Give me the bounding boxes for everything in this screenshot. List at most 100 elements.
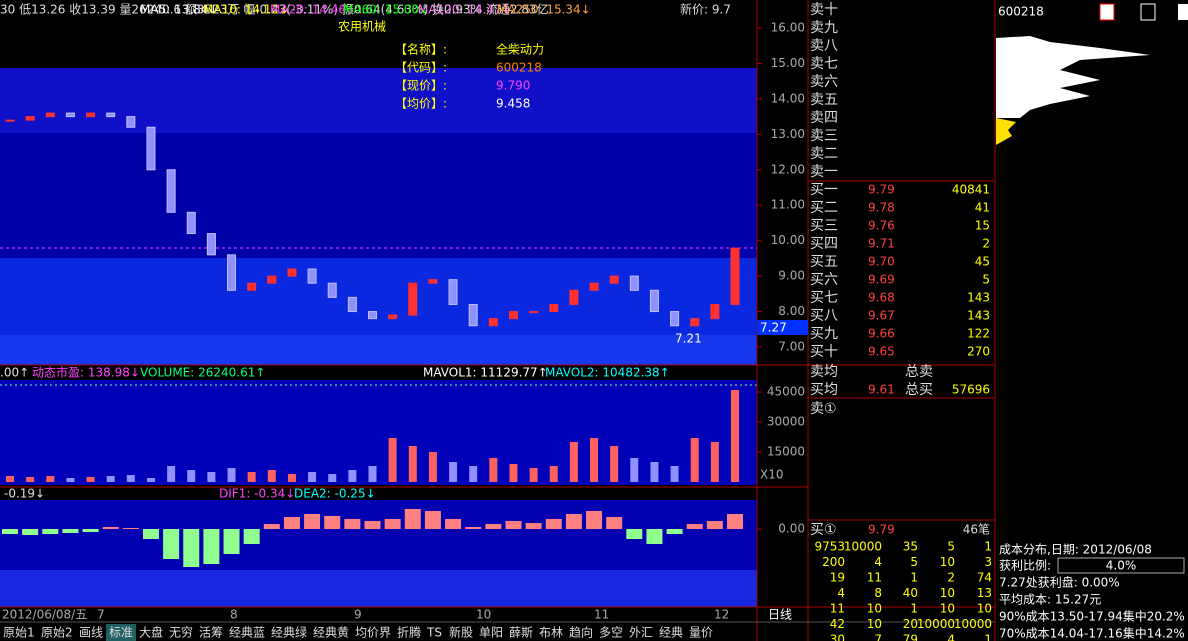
tab[interactable]: 量价 <box>689 626 713 640</box>
candle <box>589 282 599 291</box>
cost-title: 成本分布,日期: 2012/06/08 <box>999 543 1152 557</box>
volume-bar <box>227 468 236 482</box>
sell-label: 卖七 <box>810 56 838 72</box>
volume-bar <box>26 477 35 482</box>
volume-tick: 15000 <box>767 445 805 459</box>
x-label: 11 <box>594 608 609 622</box>
x-label: 2012/06/08/五 <box>2 608 87 622</box>
price-tick: 13.00 <box>771 127 805 141</box>
buy-label: 买七 <box>810 290 838 306</box>
volume-bar <box>529 468 538 482</box>
tab[interactable]: 多空 <box>599 626 623 640</box>
candle <box>186 211 196 235</box>
volume-bar <box>650 462 659 482</box>
queue-cell: 5 <box>910 555 918 569</box>
info-key: 【均价】: <box>395 97 447 111</box>
macd-bar <box>304 514 321 529</box>
buy-price: 9.70 <box>868 255 895 269</box>
buy-volume: 122 <box>967 327 990 341</box>
volume-bar <box>449 462 458 482</box>
volume-bar <box>670 466 679 482</box>
quote: 30 低13.26 收13.39 量26240.6 额3523万 幅-0.43(… <box>0 2 549 17</box>
volume-header: 动态市盈: 138.98↓ <box>32 365 140 380</box>
sell-label: 卖二 <box>810 146 838 162</box>
queue-cell: 3 <box>984 555 992 569</box>
total-buy: 总买 <box>905 382 933 398</box>
macd-bar <box>545 519 562 529</box>
volume-tick: 45000 <box>767 385 805 399</box>
buy-price: 9.76 <box>868 219 895 233</box>
candle <box>166 169 176 213</box>
volume-unit: X10 <box>760 468 784 482</box>
macd-bar <box>203 529 220 564</box>
band <box>0 68 757 133</box>
tab[interactable]: 原始2 <box>41 626 73 640</box>
x-label: 10 <box>476 608 491 622</box>
candle <box>327 282 337 298</box>
volume-bar <box>308 472 317 482</box>
tab[interactable]: 新股 <box>449 625 473 640</box>
volume-header: .00↑ <box>0 366 29 380</box>
macd-bar <box>384 519 401 529</box>
tab[interactable]: 经典 <box>659 626 683 640</box>
macd-bar <box>465 527 482 529</box>
macd-bar <box>606 517 623 529</box>
macd-bar <box>344 519 361 529</box>
buy-label: 买一 <box>810 182 838 198</box>
candle <box>730 247 740 305</box>
candle <box>508 311 518 320</box>
volume-bar <box>549 466 558 482</box>
buy-volume: 5 <box>982 273 990 287</box>
tab[interactable]: 大盘 <box>139 625 163 640</box>
macd-bar <box>183 529 200 567</box>
candle <box>247 282 257 291</box>
tab[interactable]: 无穷 <box>169 625 193 640</box>
profit-box <box>1057 557 1185 574</box>
cost-histogram <box>996 36 1150 145</box>
queue-cell: 10000 <box>844 540 882 554</box>
candle <box>86 112 96 118</box>
queue-cell: 1 <box>984 540 992 554</box>
volume-bar <box>590 438 599 482</box>
macd-bar <box>646 529 663 544</box>
tab[interactable]: 画线 <box>79 626 103 640</box>
macd-tick: 0.00 <box>778 522 805 536</box>
price-tick: 9.00 <box>778 269 805 283</box>
tab[interactable]: 外汇 <box>629 626 653 640</box>
sell-label: 卖五 <box>810 92 838 108</box>
candle <box>710 303 720 320</box>
band <box>0 133 757 258</box>
buy-price: 9.67 <box>868 309 895 323</box>
tab[interactable]: 原始1 <box>3 626 35 640</box>
tab[interactable]: 经典绿 <box>271 625 307 640</box>
tab[interactable]: 薛斯 <box>509 626 533 640</box>
price-tick: 11.00 <box>771 198 805 212</box>
x-label: 8 <box>230 608 238 622</box>
queue-cell: 42 <box>830 617 845 631</box>
tool-icon[interactable] <box>1099 3 1115 21</box>
tab[interactable]: 趋向 <box>569 625 593 640</box>
price-tick: 8.00 <box>778 304 805 318</box>
tab[interactable]: TS <box>426 626 442 640</box>
buy-avg-price: 9.61 <box>868 383 895 397</box>
tab[interactable]: 活筹 <box>199 626 223 640</box>
volume-header: MAVOL2: 10482.38↑ <box>545 366 670 380</box>
tab[interactable]: 经典蓝 <box>229 626 265 640</box>
candle <box>5 119 15 122</box>
tab[interactable]: 单阳 <box>479 626 503 640</box>
tool-icon[interactable] <box>1178 4 1188 20</box>
volume-bar <box>408 446 417 482</box>
tab[interactable]: 布林 <box>539 626 563 640</box>
tab[interactable]: 经典黄 <box>313 626 349 640</box>
tab[interactable]: 标准 <box>109 626 133 640</box>
macd-bar <box>364 521 381 529</box>
macd-bar <box>727 514 743 529</box>
candle <box>146 126 156 171</box>
tab[interactable]: 折腾 <box>397 625 421 640</box>
tool-icon[interactable] <box>1140 3 1156 21</box>
cost-line: 70%成本14.04-17.16集中14.2% <box>999 626 1185 641</box>
queue-cell: 2 <box>947 571 955 585</box>
tab[interactable]: 均价界 <box>355 626 391 640</box>
candle <box>629 275 639 291</box>
macd-header: DEA2: -0.25↓ <box>294 487 376 501</box>
